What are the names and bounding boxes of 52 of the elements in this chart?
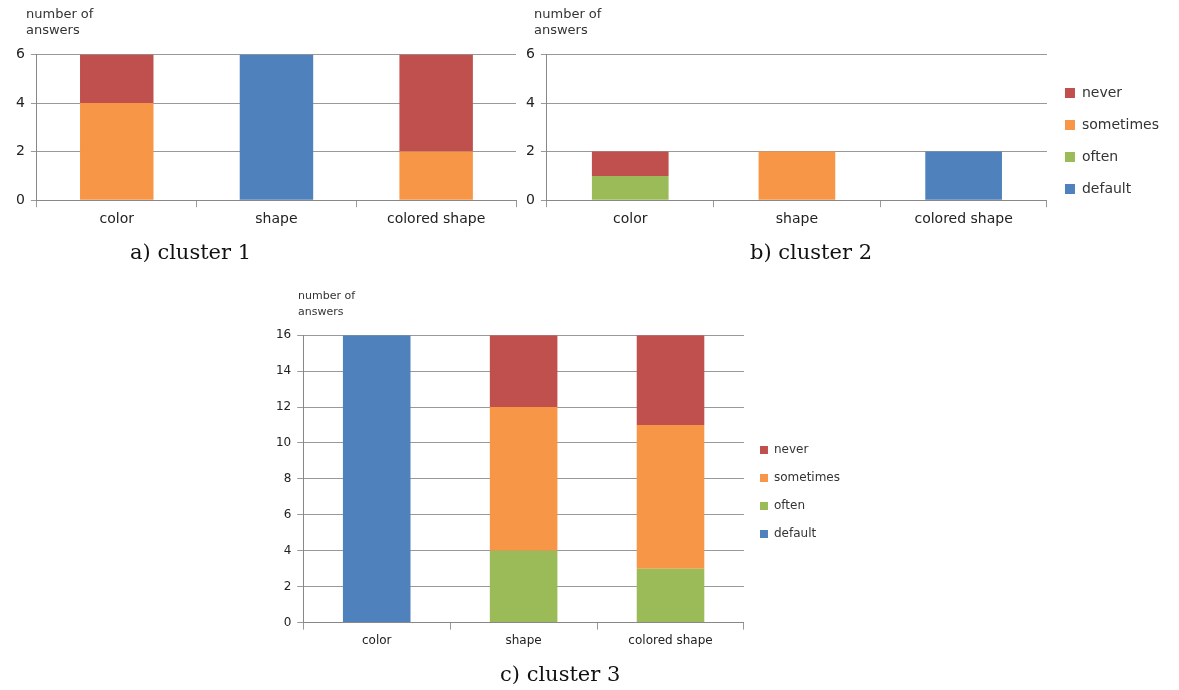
legend-label: sometimes <box>1081 115 1160 132</box>
x-tick-label: color <box>99 210 135 227</box>
legend-label: never <box>773 442 809 457</box>
x-tick-label: colored shape <box>914 210 1013 227</box>
bar <box>342 335 411 623</box>
y-tick-label: 4 <box>283 542 292 557</box>
y-tick-label: 2 <box>525 142 535 159</box>
legend-label: often <box>1081 147 1119 164</box>
bar <box>489 550 558 623</box>
y-tick-label: 4 <box>525 93 535 110</box>
y-tick-label: 0 <box>525 190 535 207</box>
y-tick-label: 2 <box>15 142 25 159</box>
y-tick-label: 12 <box>275 399 292 414</box>
x-tick-label: shape <box>775 210 819 227</box>
legend-label: default <box>1081 179 1132 196</box>
y-tick-label: 4 <box>15 93 25 110</box>
x-tick-label: shape <box>505 632 542 647</box>
y-tick-label: 6 <box>283 506 292 521</box>
y-axis-title: number of answers <box>534 6 603 38</box>
bar <box>80 103 154 200</box>
bar <box>399 54 473 152</box>
x-tick-label: colored shape <box>386 210 486 227</box>
bar <box>489 407 558 551</box>
bar <box>636 425 705 569</box>
y-axis-title: number of answers <box>298 288 357 320</box>
legend-label: sometimes <box>773 470 840 485</box>
y-tick-label: 0 <box>15 190 25 207</box>
bar <box>636 335 705 426</box>
x-tick-label: colored shape <box>628 632 713 647</box>
y-tick-label: 16 <box>275 327 292 342</box>
bar <box>489 335 558 408</box>
y-axis-title: number of answers <box>26 6 95 38</box>
y-tick-label: 6 <box>15 45 25 62</box>
y-tick-label: 6 <box>525 45 535 62</box>
bar <box>239 54 314 200</box>
y-tick-label: 14 <box>275 363 292 378</box>
y-tick-label: 8 <box>283 471 292 486</box>
x-tick-label: color <box>361 632 392 647</box>
bar <box>636 568 705 623</box>
x-tick-label: shape <box>255 210 298 227</box>
y-tick-label: 0 <box>283 614 292 629</box>
text: c) cluster 3 <box>500 662 621 686</box>
bar <box>399 151 473 200</box>
y-tick-label: 10 <box>275 435 292 450</box>
y-tick-label: 2 <box>283 578 292 593</box>
text: b) cluster 2 <box>750 240 873 264</box>
bar <box>80 54 154 103</box>
x-tick-label: color <box>613 210 648 227</box>
legend-label: default <box>773 526 817 541</box>
text: a) cluster 1 <box>130 240 252 264</box>
legend-label: often <box>773 498 806 513</box>
legend-label: never <box>1081 83 1123 100</box>
